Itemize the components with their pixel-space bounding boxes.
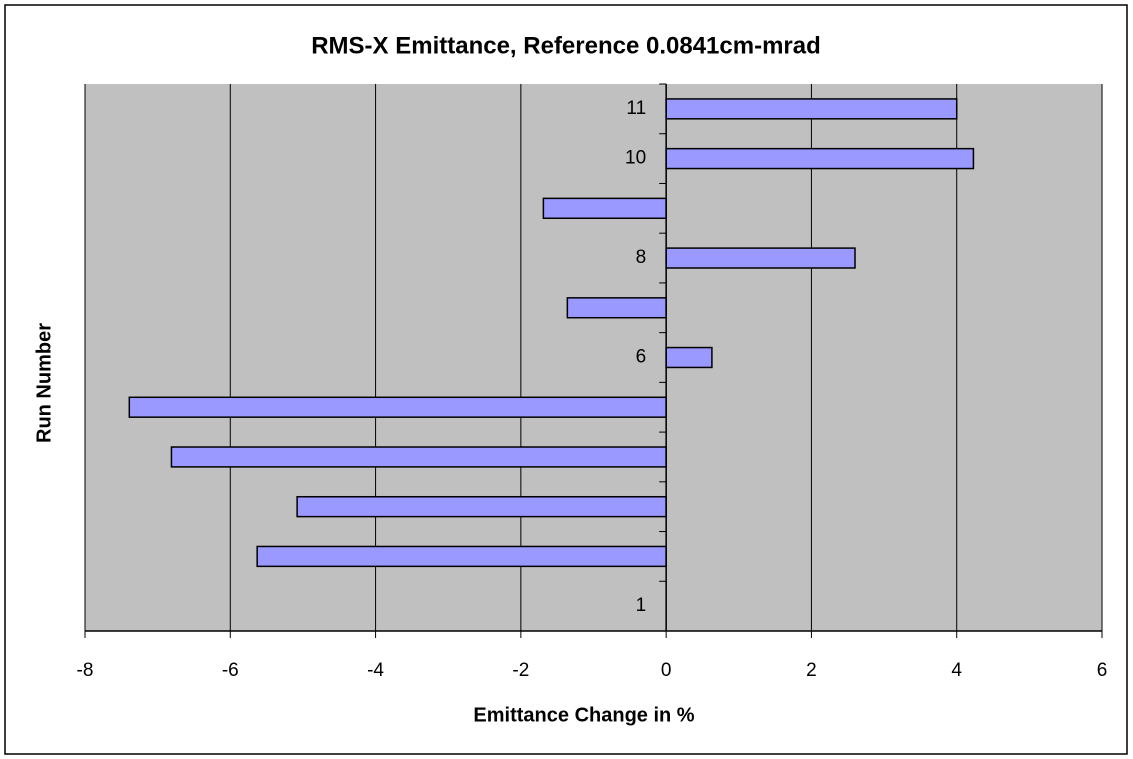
x-axis-label: Emittance Change in %: [473, 704, 694, 726]
x-tick-label: -8: [77, 660, 94, 681]
y-tick-label: 1: [636, 595, 647, 616]
bar: [665, 98, 958, 120]
x-tick-label: 4: [951, 660, 962, 681]
plot-area: [85, 84, 1102, 631]
y-tick-label: 10: [625, 148, 646, 169]
bar: [665, 147, 975, 170]
y-tick-label: 11: [626, 98, 646, 119]
bar: [256, 545, 667, 568]
bar: [566, 297, 667, 319]
bar: [665, 346, 713, 369]
bar: [665, 247, 856, 269]
chart-title: RMS-X Emittance, Reference 0.0841cm-mrad: [311, 32, 821, 59]
bar: [542, 197, 667, 220]
x-tick-label: -6: [222, 660, 239, 681]
bar: [128, 396, 667, 418]
bar: [170, 446, 667, 468]
x-tick-label: 0: [661, 660, 672, 681]
y-tick-label: 8: [636, 247, 647, 268]
y-axis-label: Run Number: [33, 323, 55, 443]
bar: [296, 495, 667, 518]
y-tick-label: 6: [636, 347, 647, 368]
x-tick-label: 6: [1097, 660, 1108, 681]
x-tick-label: -4: [367, 660, 384, 681]
x-tick-label: -2: [512, 660, 529, 681]
x-tick-label: 2: [806, 660, 817, 681]
